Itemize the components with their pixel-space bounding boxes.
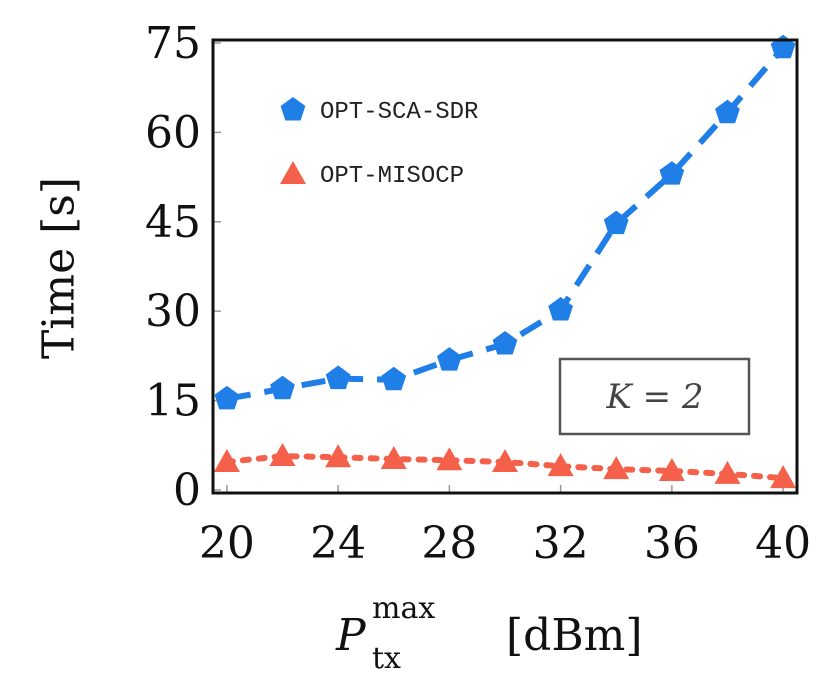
marker — [270, 375, 295, 400]
x-tick-label: 36 — [644, 518, 700, 569]
marker — [770, 465, 797, 489]
marker — [436, 447, 463, 471]
x-tick-label: 32 — [533, 518, 589, 569]
annotation-box — [558, 357, 751, 436]
y-tick-label: 60 — [145, 107, 201, 158]
x-label-sup: max — [372, 591, 435, 626]
marker — [381, 366, 407, 391]
y-tick-label: 15 — [145, 376, 201, 427]
x-label-unit: [dBm] — [506, 610, 643, 661]
marker — [380, 446, 407, 470]
marker — [603, 210, 629, 235]
marker — [770, 34, 796, 59]
legend-label: OPT-SCA-SDR — [320, 99, 478, 126]
marker — [492, 449, 518, 473]
marker — [659, 161, 685, 185]
x-label-sub: tx — [372, 641, 401, 676]
y-tick-label: 30 — [145, 286, 201, 337]
y-tick-label: 75 — [145, 18, 201, 69]
marker — [492, 330, 518, 355]
marker — [325, 444, 352, 468]
y-tick-label: 45 — [145, 197, 201, 248]
marker — [437, 347, 462, 371]
marker — [714, 460, 741, 484]
marker — [715, 99, 740, 124]
plot-frame — [211, 38, 799, 495]
marker — [280, 97, 306, 121]
marker — [280, 161, 306, 184]
legend-label: OPT-MISOCP — [320, 163, 464, 190]
x-tick-label: 40 — [755, 518, 811, 569]
x-tick-label: 28 — [421, 518, 477, 569]
marker — [325, 365, 351, 390]
y-tick-label: 0 — [173, 465, 201, 516]
x-axis-label: P max tx [dBm] — [335, 591, 643, 676]
x-tick-label: 20 — [199, 518, 255, 569]
marker — [214, 385, 240, 410]
x-label-base: P — [335, 610, 367, 661]
marker — [547, 453, 574, 477]
y-axis-label: Time [s] — [34, 177, 85, 359]
marker — [269, 443, 296, 467]
marker — [213, 449, 240, 473]
marker — [548, 297, 573, 321]
x-tick-label: 24 — [310, 518, 366, 569]
marker — [658, 457, 685, 481]
marker — [603, 456, 630, 480]
annotation: K = 2 — [605, 377, 703, 417]
